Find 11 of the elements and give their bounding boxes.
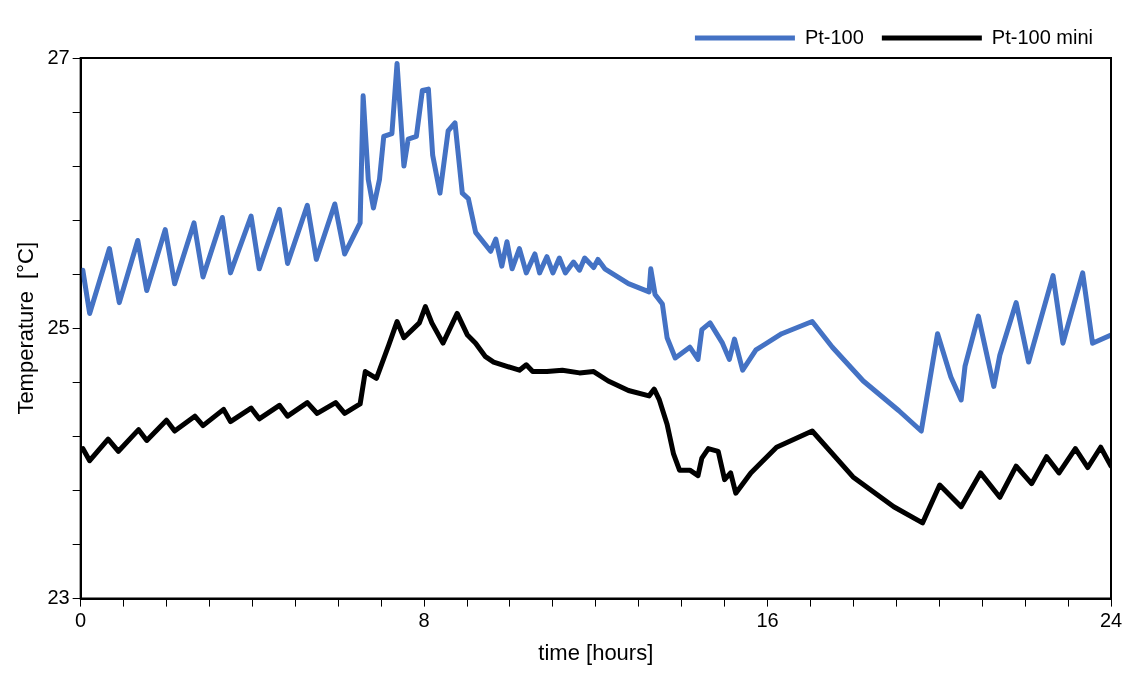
legend-label: Pt-100 mini	[991, 25, 1093, 48]
x-axis-title: time [hours]	[538, 639, 654, 665]
y-axis-title: Temperature [°C]	[13, 241, 39, 415]
x-tick-label: 8	[418, 609, 430, 632]
x-tick-label: 24	[1099, 609, 1123, 632]
x-tick-label: 16	[756, 609, 779, 632]
x-tick-label: 0	[75, 609, 87, 632]
y-tick-label: 27	[47, 45, 70, 68]
legend-label: Pt-100	[804, 25, 864, 48]
y-tick-label: 25	[47, 315, 70, 338]
y-tick-label: 23	[47, 586, 70, 609]
